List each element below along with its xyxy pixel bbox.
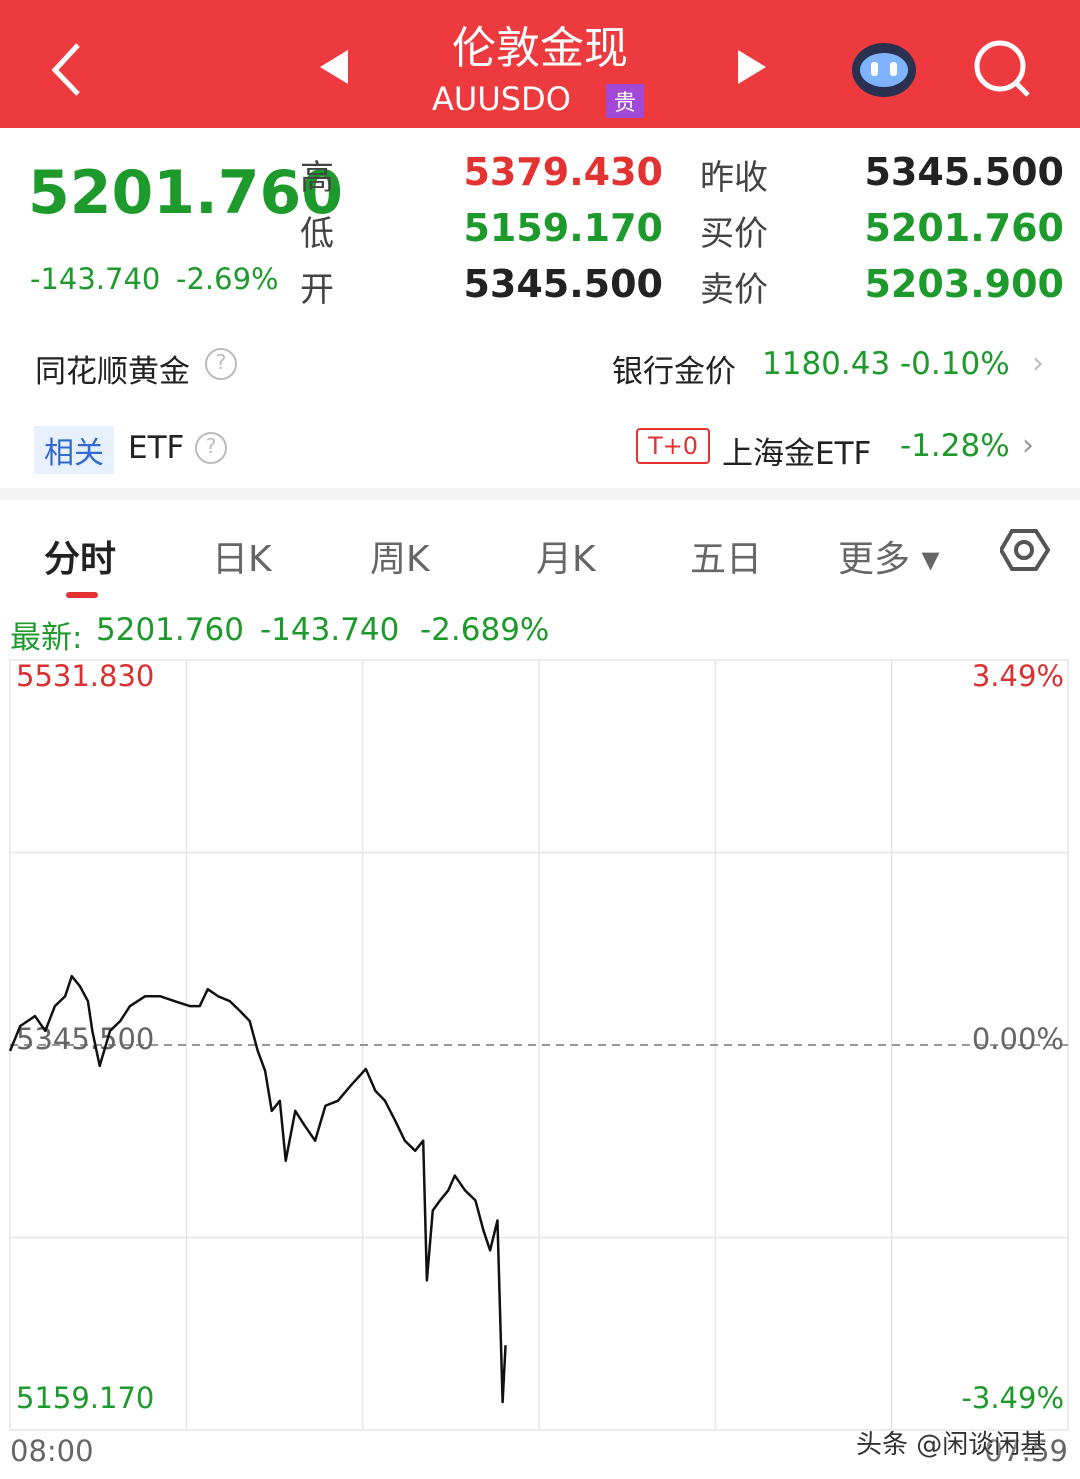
quote-label: 昨收	[700, 158, 768, 198]
watermark: 头条 @闲谈闲基	[856, 1430, 1047, 1460]
y-tick-label: 5345.500	[16, 1022, 154, 1056]
latest-price: 5201.760	[96, 612, 244, 648]
latest-change: -143.740	[260, 612, 400, 648]
code: AUUSDO	[432, 80, 571, 118]
etf-label: ETF	[128, 430, 185, 466]
latest-pct: -2.689%	[420, 612, 550, 648]
bank-change: -0.10%	[900, 346, 1010, 382]
tab[interactable]: 五日	[690, 539, 763, 580]
quote-label: 开	[300, 270, 334, 310]
help-icon[interactable]: ?	[205, 348, 237, 380]
header-icons	[51, 40, 1030, 97]
x-tick-label: 08:00	[10, 1434, 94, 1468]
y2-tick-label: -3.49%	[961, 1381, 1064, 1415]
y2-tick-label: 0.00%	[972, 1022, 1064, 1056]
quote-value: 5379.430	[463, 150, 663, 194]
gold-label: 同花顺黄金	[35, 354, 190, 390]
search-button[interactable]	[974, 40, 1030, 97]
latest-label: 最新:	[10, 620, 83, 656]
tab-indicator	[66, 592, 98, 598]
etf-name: 上海金ETF	[722, 436, 872, 472]
change-pct: -2.69%	[176, 262, 279, 296]
related-tag: 相关	[34, 426, 114, 474]
tab[interactable]: 日K	[212, 539, 272, 580]
change: -143.740	[30, 262, 161, 296]
tab[interactable]: 更多 ▾	[838, 539, 940, 580]
bank-price: 1180.43	[762, 346, 891, 382]
quote-value: 5345.500	[463, 262, 663, 306]
t0-badge: T+0	[636, 428, 711, 464]
divider	[0, 488, 1080, 500]
quote-value: 5159.170	[463, 206, 663, 250]
chevron[interactable]: ›	[1022, 428, 1034, 463]
y-tick-label: 5159.170	[16, 1381, 154, 1415]
header-bar: 伦敦金现 AUUSDO 贵	[0, 0, 1080, 128]
quote-value: 5203.900	[864, 262, 1064, 306]
quote-value: 5201.760	[864, 206, 1064, 250]
tab[interactable]: 月K	[536, 539, 596, 580]
quote-label: 买价	[700, 214, 768, 254]
etf-change: -1.28%	[900, 428, 1010, 464]
quote-label: 卖价	[700, 270, 768, 310]
tab[interactable]: 分时	[44, 539, 117, 580]
price-line	[8, 974, 507, 1404]
quote-label: 高	[300, 158, 334, 198]
prev-button[interactable]	[320, 50, 348, 84]
plot-frame	[9, 659, 1069, 1431]
quote-value: 5345.500	[864, 150, 1064, 194]
quote-label: 低	[300, 214, 334, 254]
chevron[interactable]: ›	[1032, 346, 1044, 381]
robot-button[interactable]	[852, 43, 916, 97]
back-button[interactable]	[51, 43, 80, 96]
tab[interactable]: 周K	[370, 539, 430, 580]
y2-tick-label: 3.49%	[972, 659, 1064, 693]
next-button[interactable]	[738, 50, 766, 84]
title: 伦敦金现	[452, 23, 628, 74]
bank-label: 银行金价	[612, 354, 736, 390]
badge: 贵	[606, 84, 645, 118]
settings-button[interactable]	[1000, 527, 1050, 573]
price: 5201.760	[28, 158, 344, 228]
help-icon[interactable]: ?	[195, 432, 227, 464]
y-tick-label: 5531.830	[16, 659, 154, 693]
